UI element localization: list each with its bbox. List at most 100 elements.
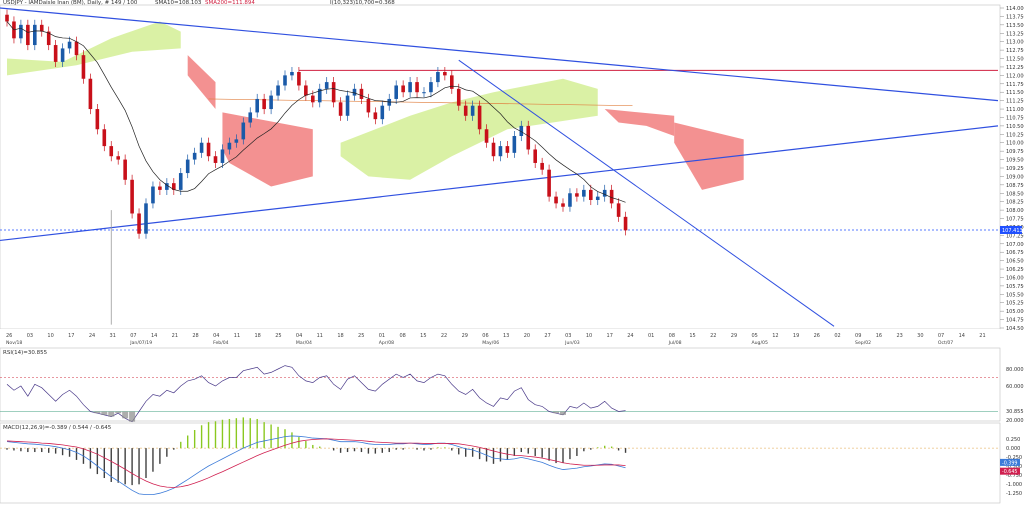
macd-tick-label: -1.000 [1006, 482, 1022, 488]
price-tick-label: 104.500 [1006, 326, 1024, 332]
date-month-label: Apr/08 [379, 340, 394, 346]
date-day-label: 18 [255, 333, 261, 339]
date-day-label: 01 [648, 333, 654, 339]
candle-body [415, 82, 419, 93]
date-day-label: 22 [441, 333, 447, 339]
sma-line [6, 21, 626, 203]
candle-body [477, 105, 482, 130]
price-tick-label: 110.500 [1006, 124, 1024, 130]
candle-body [498, 146, 503, 157]
price-tick-label: 113.500 [1006, 23, 1024, 29]
date-day-label: 28 [192, 333, 198, 339]
candle-body [81, 55, 86, 79]
date-day-label: 10 [47, 333, 53, 339]
date-day-label: 26 [6, 333, 12, 339]
candle-body [456, 88, 461, 106]
macd-tick-label: 0.000 [1006, 446, 1020, 452]
price-tick-label: 111.250 [1006, 99, 1024, 105]
price-tick-label: 109.750 [1006, 149, 1024, 155]
macd-line [6, 435, 626, 496]
date-month-label: May/06 [482, 340, 499, 346]
candle-body [5, 14, 9, 22]
candle-body [540, 162, 544, 170]
descending-trendline [458, 59, 835, 327]
ichimoku-cloud [7, 21, 181, 76]
candle-body [491, 142, 496, 157]
candle-body [297, 72, 301, 86]
price-tick-label: 109.500 [1006, 158, 1024, 164]
candle-body [60, 48, 65, 62]
candle-body [123, 159, 127, 180]
candle-body [505, 146, 510, 153]
candle-body [533, 149, 537, 163]
date-day-label: 03 [565, 333, 571, 339]
price-tick-label: 105.500 [1006, 292, 1024, 298]
ichimoku-header: I(10,323)10,700=0.368 [330, 0, 395, 6]
macd-layer: 0.250 0.000 -0.250 -0.500 -0.750 -1.000 -1.250… [0, 417, 1022, 497]
candle-body [401, 85, 405, 93]
rsi-layer: 80.000 60.000 30.855 20.000 [0, 365, 1024, 424]
price-tick-label: 109.000 [1006, 174, 1024, 180]
date-month-label: Jul/08 [668, 340, 682, 346]
rsi-oversold-fill [560, 411, 566, 415]
candle-body [276, 85, 280, 96]
rsi-oversold-fill [108, 411, 115, 417]
symbol-header: USDJPY - IAMDaisle Inan (BM), Daily, # 1… [3, 0, 138, 6]
date-axis-bg [0, 329, 1000, 346]
candle-body [352, 88, 357, 96]
axis-layer: 26 03 10 17 24 31 07 14 21 28 04 11 18 25 04 11 18 25 01 08… [6, 333, 986, 346]
price-layer: 114.000 113.750 113.500 113.250 113.000 112.7… [0, 6, 1024, 332]
price-tick-label: 105.250 [1006, 301, 1024, 307]
candle-body [165, 183, 169, 190]
candle-body [255, 98, 259, 113]
rsi-tick-label: 80.000 [1006, 367, 1024, 373]
candle-body [109, 146, 114, 157]
candle-body [463, 105, 468, 116]
price-tick-label: 107.250 [1006, 233, 1024, 239]
date-month-label: Jun/03 [564, 340, 580, 346]
candle-body [554, 196, 558, 204]
date-day-label: 20 [524, 333, 530, 339]
date-day-label: 02 [834, 333, 840, 339]
candle-body [46, 31, 51, 46]
macd-value-tag [1000, 458, 1020, 466]
candle-body [290, 72, 294, 76]
candle-body [422, 92, 426, 94]
sma10-header: SMA10=108.103 [155, 0, 202, 6]
candle-body [185, 159, 190, 174]
date-day-label: 15 [420, 333, 426, 339]
candle-body [95, 109, 100, 130]
macd-tick-label: -0.750 [1006, 473, 1022, 479]
date-day-label: 10 [586, 333, 592, 339]
price-tick-label: 111.750 [1006, 82, 1024, 88]
candle-body [575, 193, 579, 197]
candle-body [67, 41, 72, 49]
candle-body [304, 85, 308, 96]
date-day-label: 29 [731, 333, 737, 339]
rsi-title: RSI(14)=30.855 [3, 350, 48, 356]
candle-body [436, 72, 440, 83]
candle-body [137, 213, 141, 234]
date-day-label: 26 [814, 333, 820, 339]
candle-body [158, 186, 162, 190]
price-tick-label: 113.750 [1006, 14, 1024, 20]
date-day-label: 14 [151, 333, 157, 339]
candle-body [443, 72, 447, 76]
date-day-label: 21 [979, 333, 985, 339]
date-day-label: 23 [896, 333, 902, 339]
candle-body [19, 24, 23, 39]
candle-body [512, 136, 517, 153]
date-day-label: 24 [627, 333, 633, 339]
date-day-label: 04 [213, 333, 219, 339]
lower-trendline [0, 125, 999, 242]
date-month-label: Sep/02 [855, 340, 871, 346]
price-tick-label: 109.250 [1006, 166, 1024, 172]
date-day-label: 30 [917, 333, 923, 339]
date-day-label: 25 [275, 333, 281, 339]
candle-body [88, 78, 93, 110]
candle-body [345, 95, 350, 116]
sma200-header: SMA200=111.894 [205, 0, 255, 6]
date-day-label: 29 [462, 333, 468, 339]
